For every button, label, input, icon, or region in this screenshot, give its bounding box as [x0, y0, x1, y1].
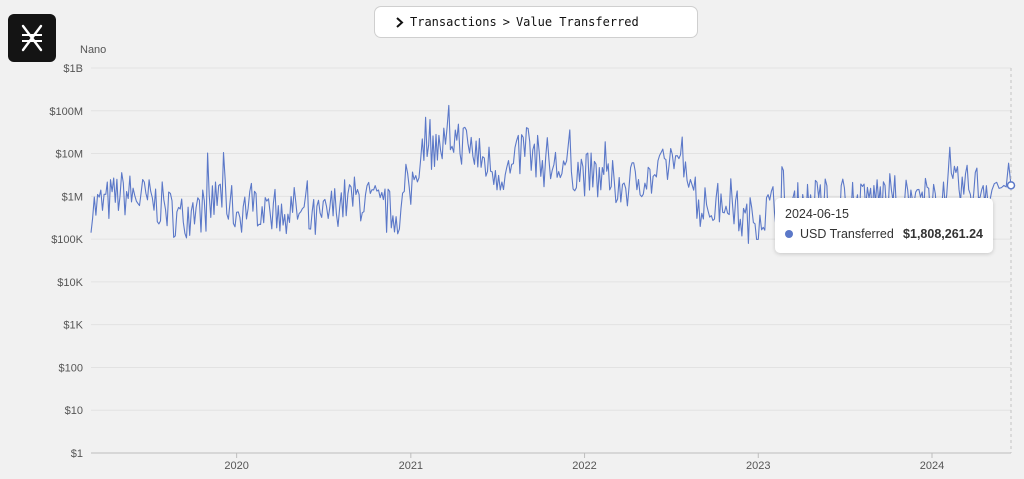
- tooltip-date: 2024-06-15: [785, 207, 849, 221]
- y-tick-label: $1: [71, 448, 83, 460]
- series-color-dot: [785, 230, 793, 238]
- nano-logo-icon: [21, 24, 43, 52]
- hover-point: [1006, 181, 1016, 190]
- series-label: Nano: [80, 44, 107, 56]
- tooltip-value: $1,808,261.24: [903, 227, 983, 241]
- y-axis: $1B $100M $10M $1M $100K $10K $1K $100 $10 $1: [49, 63, 83, 460]
- hover-marker-layer: [1006, 68, 1016, 453]
- y-tick-label: $1M: [62, 191, 83, 203]
- y-tick-label: $10K: [57, 277, 83, 289]
- y-tick-label: $10M: [55, 149, 83, 161]
- tooltip-series-name: USD Transferred: [800, 227, 894, 241]
- chart-tooltip: 2024-06-15 USD Transferred $1,808,261.24: [775, 198, 993, 253]
- x-tick-label: 2024: [920, 460, 944, 472]
- grid-lines: [91, 67, 1011, 454]
- x-tick-label: 2022: [572, 460, 596, 472]
- x-tick-label: 2021: [399, 460, 423, 472]
- y-tick-label: $1K: [63, 320, 83, 332]
- y-tick-label: $100M: [49, 106, 83, 118]
- x-axis: 2020 2021 2022 2023 2024: [91, 452, 1011, 472]
- chevron-right-icon: [395, 16, 404, 28]
- y-tick-label: $1B: [63, 63, 83, 75]
- y-tick-label: $10: [65, 405, 83, 417]
- x-tick-label: 2023: [746, 460, 770, 472]
- breadcrumb-separator: >: [502, 15, 510, 29]
- breadcrumb-item-value-transferred[interactable]: Value Transferred: [515, 15, 639, 29]
- breadcrumb[interactable]: Transactions > Value Transferred: [374, 6, 698, 38]
- y-tick-label: $100: [59, 362, 83, 374]
- nano-logo[interactable]: [8, 14, 56, 62]
- y-tick-label: $100K: [51, 234, 83, 246]
- breadcrumb-item-transactions[interactable]: Transactions: [410, 15, 497, 29]
- x-tick-label: 2020: [224, 460, 248, 472]
